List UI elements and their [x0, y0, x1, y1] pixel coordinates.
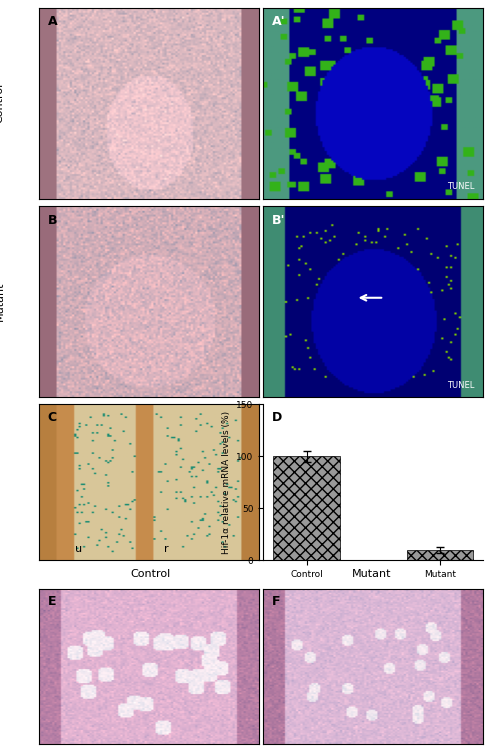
Text: C: C: [48, 411, 57, 423]
Text: F: F: [272, 595, 281, 608]
Bar: [407, 550, 473, 560]
Text: r: r: [164, 544, 169, 554]
Bar: [273, 456, 340, 560]
Text: TUNEL: TUNEL: [447, 182, 474, 191]
Text: Control: Control: [130, 569, 170, 579]
Text: A': A': [272, 15, 285, 28]
Y-axis label: Hif-1α relative mRNA levels (%): Hif-1α relative mRNA levels (%): [222, 411, 231, 554]
Text: Mutant: Mutant: [0, 282, 4, 321]
Text: TUNEL: TUNEL: [447, 381, 474, 390]
Text: B: B: [48, 214, 57, 226]
Text: u: u: [75, 544, 82, 554]
Text: B': B': [272, 214, 285, 226]
Text: D: D: [272, 411, 283, 423]
Text: E: E: [48, 595, 56, 608]
Text: Control: Control: [0, 83, 4, 123]
Text: A: A: [48, 15, 58, 28]
Text: Mutant: Mutant: [352, 569, 392, 579]
